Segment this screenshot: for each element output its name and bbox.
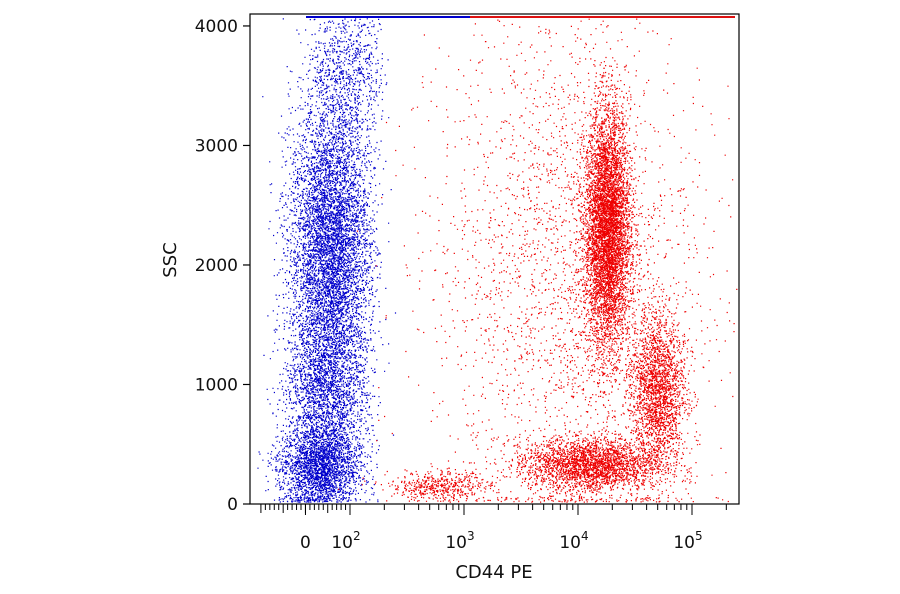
x-tick-label-103: 103 <box>445 529 474 553</box>
y-tick-label-1000: 1000 <box>195 375 238 395</box>
y-tick-label-0: 0 <box>227 495 238 515</box>
x-tick-label-105: 105 <box>673 529 702 553</box>
x-tick-label-base: 0 <box>300 533 311 553</box>
x-tick-label-base: 10 <box>331 533 353 553</box>
series-1-points <box>257 18 397 503</box>
x-tick-label-exponent: 5 <box>695 529 703 543</box>
x-tick-label-0: 0 <box>300 533 311 553</box>
y-tick-label-2000: 2000 <box>195 256 238 276</box>
y-axis-title: SSC <box>160 242 181 277</box>
x-tick-label-102: 102 <box>331 529 360 553</box>
x-tick-label-104: 104 <box>559 529 588 553</box>
scatter-points <box>257 16 738 503</box>
x-tick-label-exponent: 2 <box>353 529 361 543</box>
x-axis: 0 102 103 104 105 <box>260 504 727 553</box>
series-2-points <box>338 18 738 503</box>
series-2-dots <box>338 18 738 503</box>
x-tick-label-base: 10 <box>445 533 467 553</box>
x-tick-label-base: 10 <box>673 533 695 553</box>
y-tick-label-3000: 3000 <box>195 136 238 156</box>
x-tick-label-exponent: 3 <box>467 529 475 543</box>
x-tick-label-exponent: 4 <box>581 529 589 543</box>
x-axis-title: CD44 PE <box>455 562 532 583</box>
x-tick-label-base: 10 <box>559 533 581 553</box>
y-tick-label-4000: 4000 <box>195 17 238 37</box>
series-1-dots <box>257 18 397 503</box>
y-axis: 0 1000 2000 3000 4000 <box>195 17 250 515</box>
plot-frame <box>249 13 740 505</box>
